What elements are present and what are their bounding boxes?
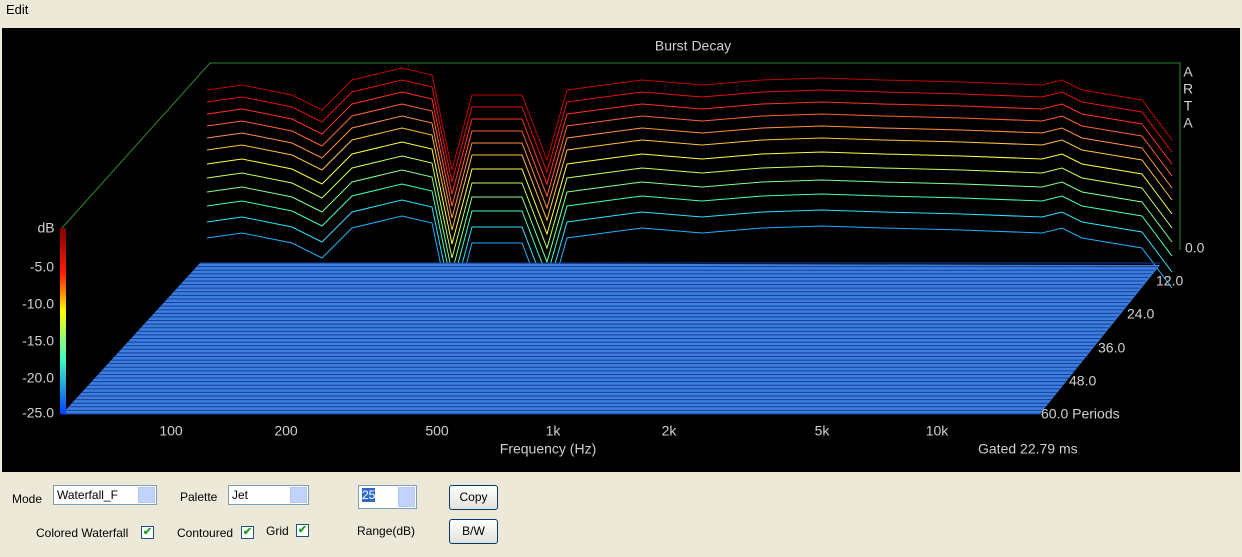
plot-title: Burst Decay: [655, 38, 731, 54]
label: Contoured: [177, 526, 234, 540]
brand-letter: A: [1183, 64, 1193, 80]
colorbar: [60, 228, 66, 414]
label: Mode: [12, 492, 43, 506]
label: Grid: [266, 524, 289, 538]
period-tick-label: 12.0: [1156, 273, 1183, 289]
frame-line: [61, 62, 1181, 250]
mode-select[interactable]: Waterfall_F: [53, 485, 157, 505]
brand-letter: A: [1183, 115, 1193, 131]
select-value: Waterfall_F: [57, 488, 118, 502]
frequency-tick-label: 500: [425, 423, 449, 439]
db-tick-label: -20.0: [22, 370, 54, 386]
frequency-tick-label: 1k: [546, 423, 562, 439]
period-tick-label: 0.0: [1185, 240, 1205, 256]
spinner-value: 25: [362, 488, 376, 502]
label: Colored Waterfall: [36, 526, 129, 540]
frequency-tick-label: 2k: [662, 423, 678, 439]
bw-button[interactable]: B/W: [449, 519, 498, 544]
waterfall-plot: dB Burst Decay ARTA-5.0-10.0-15.0-20.0-2…: [2, 28, 1240, 472]
checkbox[interactable]: ✔: [296, 524, 309, 537]
x-axis-title: Frequency (Hz): [500, 441, 596, 457]
frequency-tick-label: 200: [274, 423, 298, 439]
frequency-tick-label: 5k: [815, 423, 831, 439]
db-tick-label: -25.0: [22, 405, 54, 421]
checkbox[interactable]: ✔: [141, 526, 154, 539]
label: Range(dB): [357, 524, 416, 538]
brand-letter: R: [1183, 81, 1193, 97]
gate-note: Gated 22.79 ms: [978, 441, 1078, 457]
period-tick-label: 48.0: [1069, 373, 1096, 389]
floor-lines: [62, 262, 1160, 415]
checkbox[interactable]: ✔: [241, 526, 254, 539]
frequency-tick-label: 10k: [926, 423, 950, 439]
copy-button[interactable]: Copy: [449, 485, 498, 510]
db-tick-label: -5.0: [30, 259, 54, 275]
brand-letter: T: [1184, 98, 1193, 114]
menu-item[interactable]: Edit: [6, 2, 29, 17]
palette-select[interactable]: Jet: [228, 485, 309, 505]
select-value: Jet: [232, 488, 249, 502]
label: Palette: [180, 490, 218, 504]
db-tick-label: -15.0: [22, 333, 54, 349]
db-tick-label: -10.0: [22, 296, 54, 312]
db-axis-title: dB: [37, 220, 54, 236]
period-tick-label: 60.0 Periods: [1041, 406, 1120, 422]
frequency-tick-label: 100: [159, 423, 183, 439]
range-spinner[interactable]: 25: [358, 485, 417, 509]
period-tick-label: 24.0: [1127, 306, 1154, 322]
period-tick-label: 36.0: [1098, 340, 1125, 356]
